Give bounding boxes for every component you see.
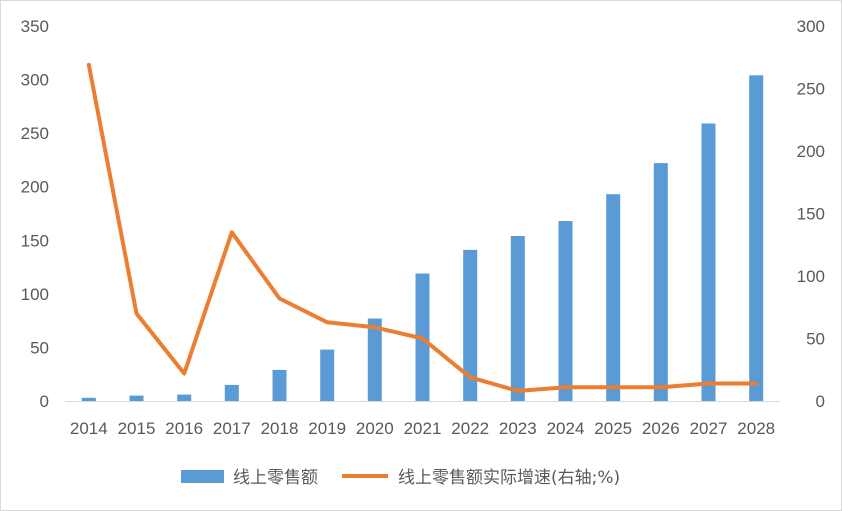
bar xyxy=(463,249,478,401)
x-tick-label: 2023 xyxy=(499,419,537,438)
bar xyxy=(81,397,96,401)
legend-bar-swatch xyxy=(181,470,224,483)
right-axis-ticks: 0 50 100 150 200 250 300 xyxy=(797,17,825,411)
x-tick-label: 2022 xyxy=(451,419,489,438)
right-tick-label: 150 xyxy=(797,205,825,224)
left-tick-label: 350 xyxy=(21,17,49,36)
bar-series-layer xyxy=(81,75,764,402)
bar xyxy=(701,123,716,401)
bar xyxy=(129,395,144,401)
left-tick-label: 250 xyxy=(21,124,49,143)
left-tick-label: 0 xyxy=(40,392,49,411)
x-tick-label: 2021 xyxy=(404,419,442,438)
x-tick-label: 2025 xyxy=(594,419,632,438)
left-tick-label: 300 xyxy=(21,71,49,90)
x-tick-label: 2028 xyxy=(737,419,775,438)
x-tick-label: 2017 xyxy=(213,419,251,438)
left-tick-label: 100 xyxy=(21,285,49,304)
right-tick-label: 100 xyxy=(797,267,825,286)
right-tick-label: 0 xyxy=(816,392,825,411)
x-tick-label: 2024 xyxy=(547,419,585,438)
bar xyxy=(558,221,573,401)
x-axis-ticks: 2014 2015 2016 2017 2018 2019 2020 2021 2022 2023… xyxy=(70,419,775,438)
bar xyxy=(653,163,668,401)
right-tick-label: 50 xyxy=(806,330,825,349)
right-tick-label: 250 xyxy=(797,80,825,99)
left-tick-label: 150 xyxy=(21,231,49,250)
line-series-layer xyxy=(86,62,759,393)
x-tick-label: 2019 xyxy=(308,419,346,438)
bar xyxy=(320,349,335,401)
bar xyxy=(510,236,525,401)
legend-line-label: 线上零售额实际增速(右轴;%) xyxy=(398,468,620,488)
left-axis-ticks: 0 50 100 150 200 250 300 350 xyxy=(21,17,49,411)
x-tick-label: 2027 xyxy=(690,419,728,438)
bar xyxy=(606,194,621,401)
right-tick-label: 300 xyxy=(797,17,825,36)
bar xyxy=(367,318,382,401)
x-tick-label: 2020 xyxy=(356,419,394,438)
left-tick-label: 200 xyxy=(21,178,49,197)
legend: 线上零售额 线上零售额实际增速(右轴;%) xyxy=(181,468,620,488)
bar xyxy=(749,75,764,402)
legend-bar-label: 线上零售额 xyxy=(233,468,318,488)
x-tick-label: 2014 xyxy=(70,419,108,438)
right-tick-label: 200 xyxy=(797,142,825,161)
bar xyxy=(272,369,287,401)
left-tick-label: 50 xyxy=(30,338,49,357)
x-tick-label: 2016 xyxy=(165,419,203,438)
x-tick-label: 2026 xyxy=(642,419,680,438)
x-tick-label: 2018 xyxy=(261,419,299,438)
bar xyxy=(224,384,239,401)
bar xyxy=(177,394,192,401)
growth-line xyxy=(86,62,759,393)
x-tick-label: 2015 xyxy=(118,419,156,438)
